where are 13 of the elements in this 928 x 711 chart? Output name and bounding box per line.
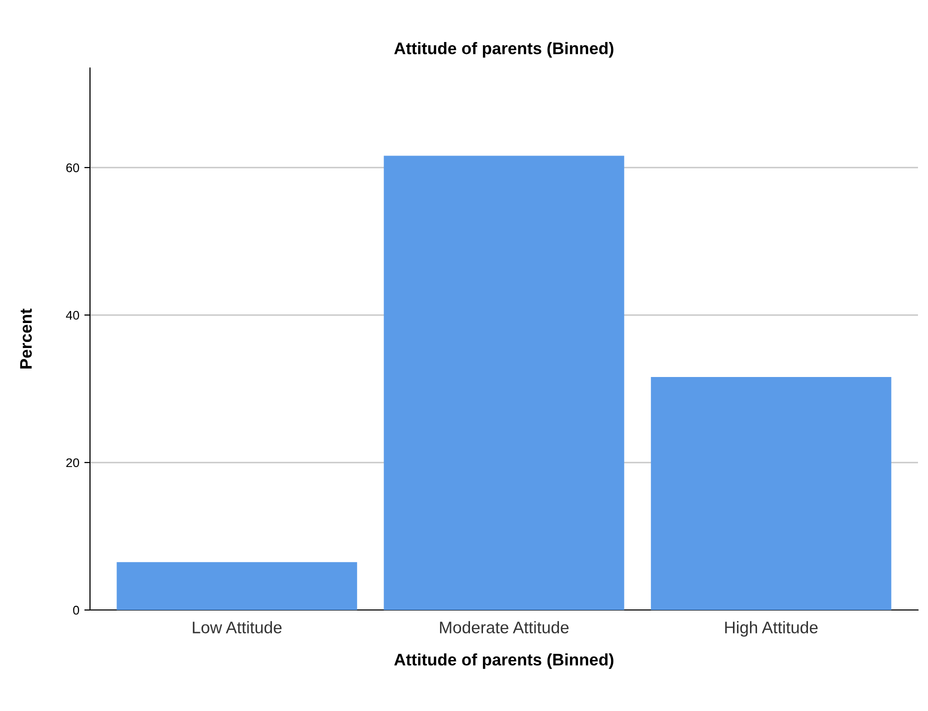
chart-title: Attitude of parents (Binned) [394,42,614,58]
y-tick-label: 60 [66,163,80,172]
x-tick-label: High Attitude [725,621,818,637]
y-tick-label: 40 [66,310,80,320]
bar [384,156,624,610]
x-tick-label: Moderate Attitude [440,621,569,634]
y-tick-label: 20 [66,458,80,468]
y-axis-title: Percent [20,308,32,368]
bar [116,562,358,610]
y-tick-label: 0 [73,606,80,615]
x-axis-title: Attitude of parents (Binned) [394,653,614,669]
x-tick-label: Low Attitude [192,621,282,634]
bar [650,376,892,610]
